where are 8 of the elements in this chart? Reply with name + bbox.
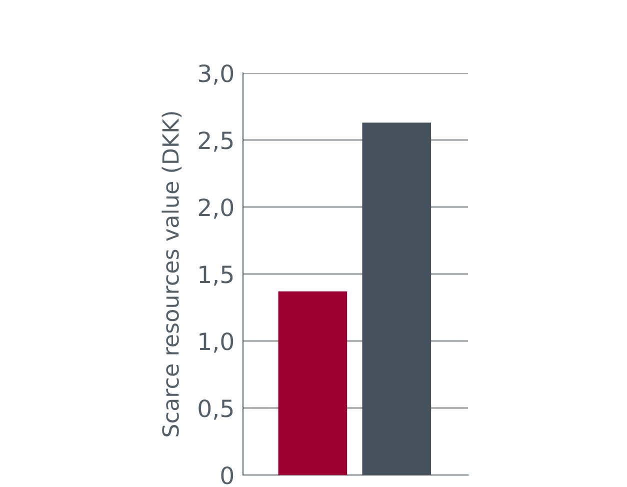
y-tick-label: 3,0	[198, 64, 234, 85]
y-tick-label: 2,0	[198, 198, 234, 219]
y-tick-label: 1,5	[200, 266, 233, 286]
y-tick-label: 1,0	[200, 332, 234, 353]
y-tick-label: 2,5	[198, 131, 233, 152]
y-tick-label: 0	[221, 466, 234, 484]
y-tick-label: 0,5	[198, 399, 233, 420]
y-axis-title: Scarce resources value (DKK)	[162, 112, 182, 436]
